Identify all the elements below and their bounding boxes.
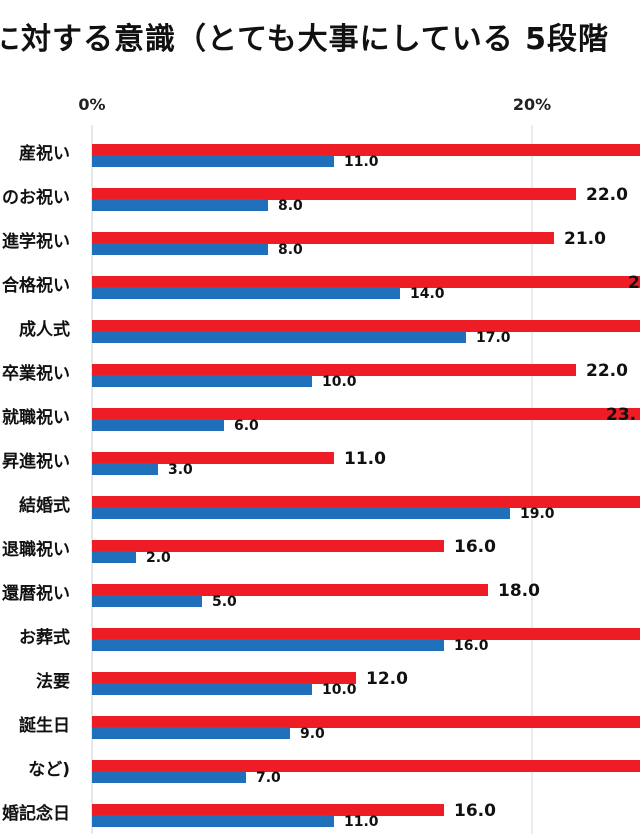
category-label: 卒業祝い — [2, 363, 70, 384]
blue-value-label: 8.0 — [278, 198, 303, 214]
category-label: 成人式 — [19, 319, 70, 340]
blue-bar — [92, 331, 466, 343]
blue-value-label: 2.0 — [146, 550, 171, 566]
red-value-label: 2 — [628, 273, 640, 293]
red-value-label: 16.0 — [454, 801, 496, 821]
category-label: など) — [28, 760, 70, 780]
category-label: 婚記念日 — [2, 803, 70, 824]
red-bar — [92, 188, 576, 200]
red-bar — [92, 144, 640, 156]
red-value-label: 23. — [606, 405, 636, 425]
blue-value-label: 11.0 — [344, 814, 379, 830]
blue-value-label: 3.0 — [168, 462, 193, 478]
red-bar — [92, 804, 444, 816]
category-label: 進学祝い — [2, 231, 70, 252]
red-bar — [92, 276, 640, 288]
blue-value-label: 8.0 — [278, 242, 303, 258]
red-bar — [92, 760, 640, 772]
category-label: 合格祝い — [2, 275, 70, 296]
blue-bar — [92, 155, 334, 167]
blue-bar — [92, 375, 312, 387]
red-bar — [92, 540, 444, 552]
blue-value-label: 16.0 — [454, 638, 489, 654]
category-label: 結婚式 — [19, 495, 70, 516]
category-label: 法要 — [36, 671, 70, 692]
category-label: 退職祝い — [2, 539, 70, 560]
red-bar — [92, 232, 554, 244]
category-label: 就職祝い — [2, 407, 70, 428]
blue-bar — [92, 815, 334, 827]
blue-bar — [92, 683, 312, 695]
blue-bar — [92, 419, 224, 431]
blue-value-label: 5.0 — [212, 594, 237, 610]
red-value-label: 12.0 — [366, 669, 408, 689]
blue-bar — [92, 727, 290, 739]
category-label: 還暦祝い — [2, 584, 70, 604]
blue-value-label: 11.0 — [344, 154, 379, 170]
blue-bar — [92, 507, 510, 519]
red-value-label: 16.0 — [454, 537, 496, 557]
red-bar — [92, 452, 334, 464]
blue-bar — [92, 551, 136, 563]
blue-bar — [92, 243, 268, 255]
red-value-label: 18.0 — [498, 581, 540, 601]
x-tick-label: 20% — [513, 95, 551, 114]
blue-bar — [92, 639, 444, 651]
red-bar — [92, 672, 356, 684]
x-tick-label: 0% — [78, 95, 105, 114]
red-bar — [92, 716, 640, 728]
blue-bar — [92, 595, 202, 607]
blue-value-label: 10.0 — [322, 682, 357, 698]
blue-bar — [92, 771, 246, 783]
category-label: のお祝い — [2, 188, 70, 208]
category-label: 昇進祝い — [2, 452, 70, 472]
red-bar — [92, 364, 576, 376]
blue-bar — [92, 287, 400, 299]
category-label: 産祝い — [19, 143, 70, 164]
blue-value-label: 7.0 — [256, 770, 281, 786]
red-value-label: 22.0 — [586, 361, 628, 381]
red-value-label: 22.0 — [586, 185, 628, 205]
category-label: お葬式 — [19, 627, 70, 648]
blue-bar — [92, 463, 158, 475]
red-bar — [92, 628, 640, 640]
red-bar — [92, 408, 640, 420]
red-bar — [92, 320, 640, 332]
blue-value-label: 14.0 — [410, 286, 445, 302]
chart-title: に対する意識（とても大事にしている 5段階 — [0, 22, 610, 57]
blue-value-label: 17.0 — [476, 330, 511, 346]
red-bar — [92, 496, 640, 508]
blue-bar — [92, 199, 268, 211]
blue-value-label: 9.0 — [300, 726, 325, 742]
category-label: 誕生日 — [19, 715, 70, 736]
red-value-label: 11.0 — [344, 449, 386, 469]
blue-value-label: 19.0 — [520, 506, 555, 522]
red-value-label: 21.0 — [564, 229, 606, 249]
blue-value-label: 6.0 — [234, 418, 259, 434]
red-bar — [92, 584, 488, 596]
blue-value-label: 10.0 — [322, 374, 357, 390]
